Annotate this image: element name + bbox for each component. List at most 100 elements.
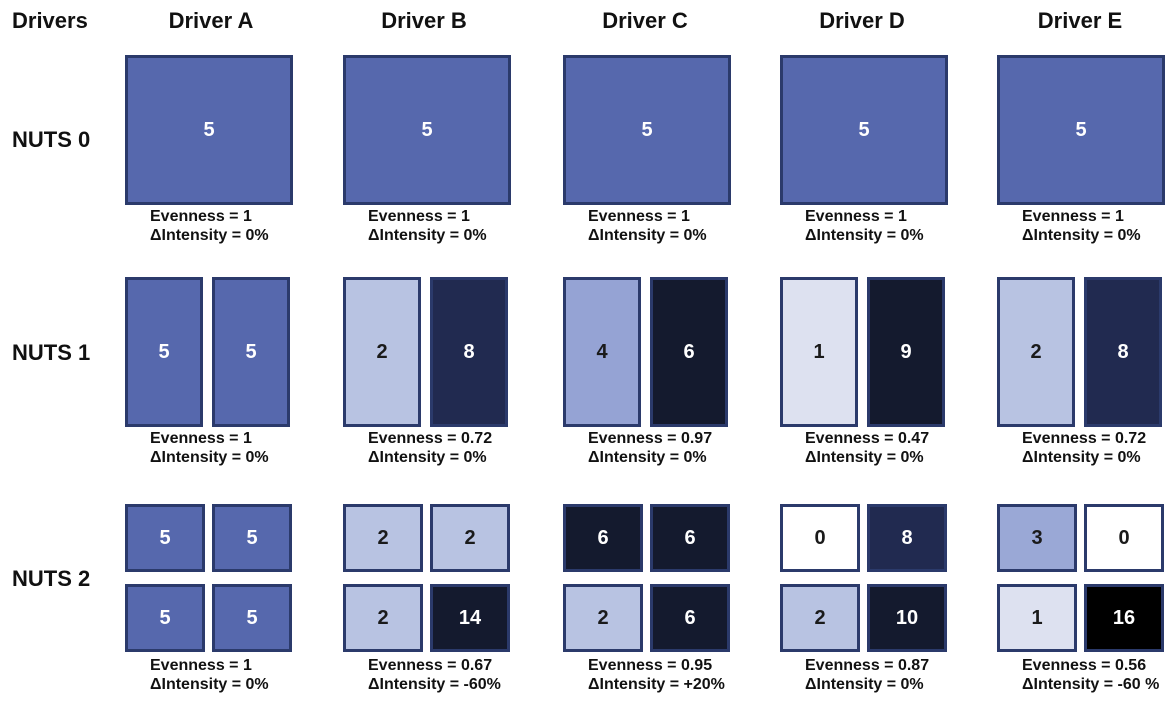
region-cell: 5 [125, 584, 205, 652]
panel-caption: Evenness = 0.72 ΔIntensity = 0% [368, 429, 492, 467]
region-value: 0 [814, 526, 826, 549]
region-cell: 5 [212, 584, 292, 652]
panel-caption: Evenness = 0.67 ΔIntensity = -60% [368, 656, 501, 694]
panel-caption: Evenness = 0.97 ΔIntensity = 0% [588, 429, 712, 467]
intensity-change-label: ΔIntensity = 0% [805, 676, 924, 693]
region-cell: 4 [563, 277, 641, 427]
intensity-change-label: ΔIntensity = 0% [150, 227, 269, 244]
region-value: 1 [813, 340, 825, 363]
region-cell: 2 [780, 584, 860, 652]
region-value: 2 [597, 606, 609, 629]
intensity-change-label: ΔIntensity = +20% [588, 676, 725, 693]
column-header-driver: Driver A [168, 8, 254, 33]
intensity-change-label: ΔIntensity = 0% [805, 227, 924, 244]
region-value: 6 [684, 526, 696, 549]
evenness-label: Evenness = 1 [588, 208, 690, 225]
row-label-nuts: NUTS 0 [12, 127, 91, 152]
region-cell: 2 [430, 504, 510, 572]
region-cell: 2 [343, 277, 421, 427]
evenness-label: Evenness = 1 [150, 430, 252, 447]
evenness-label: Evenness = 0.67 [368, 657, 493, 674]
row-label-nuts: NUTS 2 [12, 566, 91, 591]
evenness-label: Evenness = 1 [1022, 208, 1124, 225]
evenness-label: Evenness = 0.56 [1022, 657, 1147, 674]
region-cell: 2 [997, 277, 1075, 427]
drivers-corner-label: Drivers [12, 8, 88, 33]
panel-caption: Evenness = 1 ΔIntensity = 0% [1022, 207, 1141, 245]
evenness-label: Evenness = 0.72 [1022, 430, 1147, 447]
region-cell: 0 [780, 504, 860, 572]
region-value: 5 [421, 118, 433, 141]
region-cell: 1 [997, 584, 1077, 652]
intensity-change-label: ΔIntensity = 0% [368, 449, 487, 466]
region-cell: 3 [997, 504, 1077, 572]
region-value: 2 [1030, 340, 1042, 363]
evenness-label: Evenness = 1 [150, 657, 252, 674]
region-value: 10 [895, 606, 919, 629]
panel-caption: Evenness = 0.87 ΔIntensity = 0% [805, 656, 929, 694]
region-cell: 9 [867, 277, 945, 427]
region-value: 6 [683, 340, 695, 363]
panel-caption: Evenness = 1 ΔIntensity = 0% [588, 207, 707, 245]
region-cell: 14 [430, 584, 510, 652]
region-cell: 5 [563, 55, 731, 205]
region-value: 5 [245, 340, 257, 363]
region-value: 5 [158, 340, 170, 363]
region-cell: 8 [867, 504, 947, 572]
column-header-driver: Driver B [381, 8, 467, 33]
intensity-change-label: ΔIntensity = 0% [368, 227, 487, 244]
region-cell: 16 [1084, 584, 1164, 652]
evenness-label: Evenness = 0.97 [588, 430, 713, 447]
region-cell: 5 [125, 277, 203, 427]
region-value: 9 [900, 340, 912, 363]
intensity-change-label: ΔIntensity = -60 % [1022, 676, 1160, 693]
region-value: 0 [1118, 526, 1130, 549]
panel-caption: Evenness = 0.56 ΔIntensity = -60 % [1022, 656, 1159, 694]
region-cell: 6 [650, 277, 728, 427]
region-cell: 5 [997, 55, 1165, 205]
column-header-driver: Driver E [1037, 8, 1123, 33]
region-cell: 1 [780, 277, 858, 427]
panel-caption: Evenness = 0.95 ΔIntensity = +20% [588, 656, 725, 694]
region-cell: 5 [343, 55, 511, 205]
region-cell: 6 [650, 504, 730, 572]
region-cell: 5 [780, 55, 948, 205]
intensity-change-label: ΔIntensity = 0% [588, 227, 707, 244]
region-value: 2 [377, 606, 389, 629]
region-value: 6 [597, 526, 609, 549]
intensity-change-label: ΔIntensity = 0% [588, 449, 707, 466]
region-cell: 2 [343, 584, 423, 652]
region-value: 2 [814, 606, 826, 629]
intensity-change-label: ΔIntensity = 0% [150, 676, 269, 693]
evenness-label: Evenness = 0.87 [805, 657, 930, 674]
region-value: 3 [1031, 526, 1043, 549]
region-value: 1 [1031, 606, 1043, 629]
region-value: 5 [641, 118, 653, 141]
intensity-change-label: ΔIntensity = 0% [150, 449, 269, 466]
evenness-label: Evenness = 0.72 [368, 430, 493, 447]
region-value: 5 [159, 606, 171, 629]
region-cell: 5 [125, 55, 293, 205]
panel-caption: Evenness = 1 ΔIntensity = 0% [150, 207, 269, 245]
region-cell: 5 [125, 504, 205, 572]
region-value: 2 [376, 340, 388, 363]
region-value: 2 [377, 526, 389, 549]
panel-caption: Evenness = 1 ΔIntensity = 0% [805, 207, 924, 245]
region-cell: 0 [1084, 504, 1164, 572]
evenness-label: Evenness = 1 [150, 208, 252, 225]
evenness-label: Evenness = 0.47 [805, 430, 930, 447]
region-cell: 2 [563, 584, 643, 652]
region-value: 5 [246, 606, 258, 629]
column-header-driver: Driver D [819, 8, 905, 33]
region-cell: 5 [212, 504, 292, 572]
intensity-change-label: ΔIntensity = 0% [805, 449, 924, 466]
region-value: 8 [901, 526, 913, 549]
region-value: 5 [246, 526, 258, 549]
region-value: 8 [463, 340, 475, 363]
region-value: 5 [159, 526, 171, 549]
region-value: 16 [1112, 606, 1136, 629]
region-value: 5 [203, 118, 215, 141]
intensity-change-label: ΔIntensity = -60% [368, 676, 501, 693]
panel-caption: Evenness = 1 ΔIntensity = 0% [150, 429, 269, 467]
